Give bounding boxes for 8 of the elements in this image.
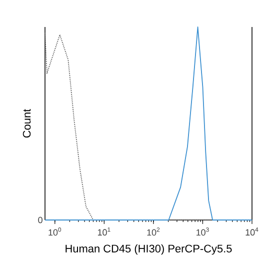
x-tick-label: 10$^{1}$ bbox=[98, 228, 110, 236]
annotation: 0 bbox=[38, 216, 42, 224]
x-tick-label: 10$^{3}$ bbox=[196, 228, 209, 236]
y-axis-title: Count bbox=[22, 108, 31, 138]
x-axis-title: Human CD45 (HI30) PerCP-Cy5.5 bbox=[66, 244, 232, 255]
x-tick-label: 10$^{2}$ bbox=[147, 228, 160, 236]
x-tick-label: 10$^{0}$ bbox=[48, 228, 62, 236]
x-tick-label: 10$^{4}$ bbox=[246, 228, 258, 236]
